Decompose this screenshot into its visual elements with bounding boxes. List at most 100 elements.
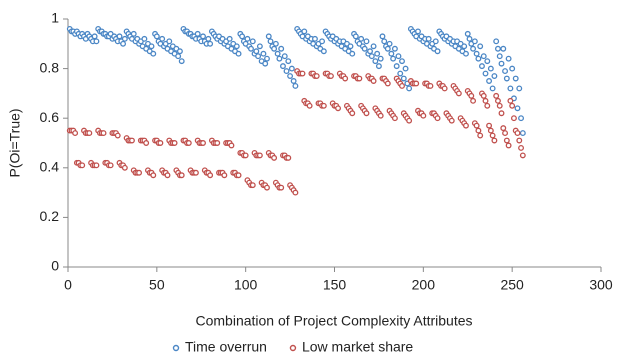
point [496,102,503,109]
point [349,50,356,57]
point [141,35,148,42]
point [292,189,299,196]
point [379,33,386,40]
point [285,154,292,161]
legend-label: Low market share [302,339,413,355]
point [283,68,290,75]
point [386,40,393,47]
point [150,172,157,179]
x-tick-label: 50 [149,277,165,293]
point [235,50,242,57]
point [255,53,262,60]
point [176,48,183,55]
point [475,55,482,62]
point [512,75,519,82]
point [397,70,404,77]
y-tick-label: 1 [51,10,59,26]
point [335,105,342,112]
point [100,130,107,137]
point [510,115,517,122]
point [489,132,496,139]
point [484,58,491,65]
point [500,45,507,52]
point [514,130,521,137]
point [256,152,263,159]
point [265,33,272,40]
point [487,65,494,72]
point [400,75,407,82]
point [519,130,526,137]
point [479,63,485,70]
point [171,140,178,146]
point [413,80,420,87]
point [384,80,391,87]
point [516,137,523,144]
point [503,75,510,82]
point [301,28,308,35]
point [164,172,171,179]
point [159,35,166,42]
point [377,112,384,119]
point [477,43,484,50]
point [370,43,377,50]
point [470,97,477,104]
point [502,68,509,75]
x-tick-label: 200 [412,277,436,293]
point [491,137,498,144]
point [143,140,150,146]
point [249,182,256,189]
point [388,50,395,57]
x-tick-label: 100 [234,277,258,293]
point [482,97,489,104]
point [495,45,501,52]
point [484,102,491,109]
x-tick-label: 0 [64,277,72,293]
point [509,102,516,109]
point [194,30,201,37]
y-axis-label: P(Oi=True) [7,108,23,177]
point [358,35,365,42]
point [356,75,363,82]
point [495,97,501,104]
point [406,85,413,92]
point [368,53,375,60]
point [120,40,127,47]
point [148,43,155,50]
point [427,83,434,89]
point [214,140,221,146]
point [121,164,128,171]
point [493,38,500,45]
point [502,130,509,137]
point [468,92,475,99]
legend-marker [172,344,180,352]
point [175,53,182,60]
point [475,127,482,134]
point [367,48,373,55]
point [79,162,86,169]
point [281,53,288,60]
point [93,162,100,169]
point [244,35,251,42]
point [491,73,498,79]
point [248,45,254,52]
point [496,53,503,60]
point [267,38,274,45]
point [327,73,334,79]
point [434,48,441,55]
point [192,169,199,176]
point [390,55,397,62]
point [505,142,512,149]
point [399,83,405,89]
point [384,45,391,52]
y-tick-label: 0.8 [40,59,60,75]
point [86,130,93,137]
point [226,35,233,42]
x-axis-label: Combination of Project Complexity Attrib… [195,313,472,329]
y-tick-label: 0.6 [40,109,60,125]
point [264,184,270,191]
point [278,184,285,191]
point [260,50,267,57]
point [130,30,137,37]
point [320,48,327,55]
